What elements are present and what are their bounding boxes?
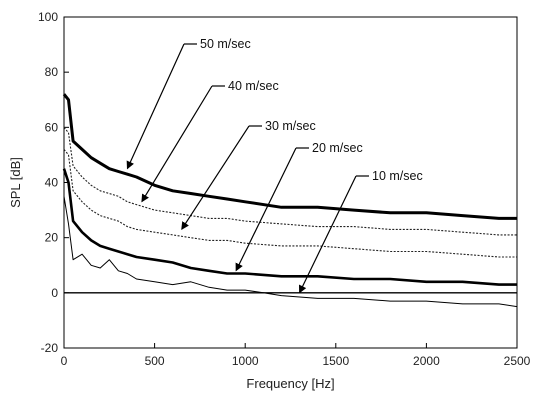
x-tick-label: 500 (145, 354, 165, 368)
annotation-label: 40 m/sec (228, 79, 279, 93)
x-tick-label: 1500 (322, 354, 349, 368)
annotation-label: 30 m/sec (265, 119, 316, 133)
annotation-label: 20 m/sec (312, 141, 363, 155)
annotation-arrow (299, 175, 357, 294)
annotation-label: 50 m/sec (200, 37, 251, 51)
y-tick-label: 60 (45, 120, 59, 134)
x-tick-label: 1000 (232, 354, 259, 368)
series-line-10-m-sec (63, 196, 518, 308)
annotation-arrow (181, 125, 250, 230)
y-tick-label: 0 (51, 286, 58, 300)
y-tick-label: 80 (45, 65, 59, 79)
annotation-arrow (141, 85, 213, 203)
annotation-arrow (126, 43, 185, 170)
x-tick-label: 2000 (413, 354, 440, 368)
y-tick-label: -20 (41, 341, 59, 355)
series-line-20-m-sec (62, 168, 517, 286)
series-line-40-m-sec (63, 126, 517, 236)
series-line-50-m-sec (62, 93, 517, 220)
annotation-arrow (235, 147, 297, 272)
y-tick-label: 20 (45, 231, 59, 245)
x-axis-label: Frequency [Hz] (246, 376, 334, 391)
plot-frame (63, 16, 518, 349)
series-line-30-m-sec (63, 149, 517, 258)
y-tick-label: 40 (45, 176, 59, 190)
x-tick-label: 2500 (504, 354, 531, 368)
y-tick-label: 100 (38, 10, 58, 24)
annotation-label: 10 m/sec (372, 169, 423, 183)
x-tick-label: 0 (61, 354, 68, 368)
y-axis-label: SPL [dB] (8, 157, 23, 208)
